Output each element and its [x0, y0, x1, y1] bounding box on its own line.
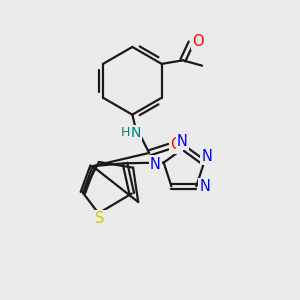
Text: N: N — [150, 157, 161, 172]
Text: N: N — [131, 126, 141, 140]
Text: N: N — [177, 134, 188, 149]
Text: S: S — [95, 211, 105, 226]
Text: O: O — [170, 137, 182, 152]
Text: O: O — [192, 34, 203, 49]
Text: N: N — [202, 148, 212, 164]
Text: N: N — [199, 179, 210, 194]
Text: H: H — [121, 126, 130, 140]
